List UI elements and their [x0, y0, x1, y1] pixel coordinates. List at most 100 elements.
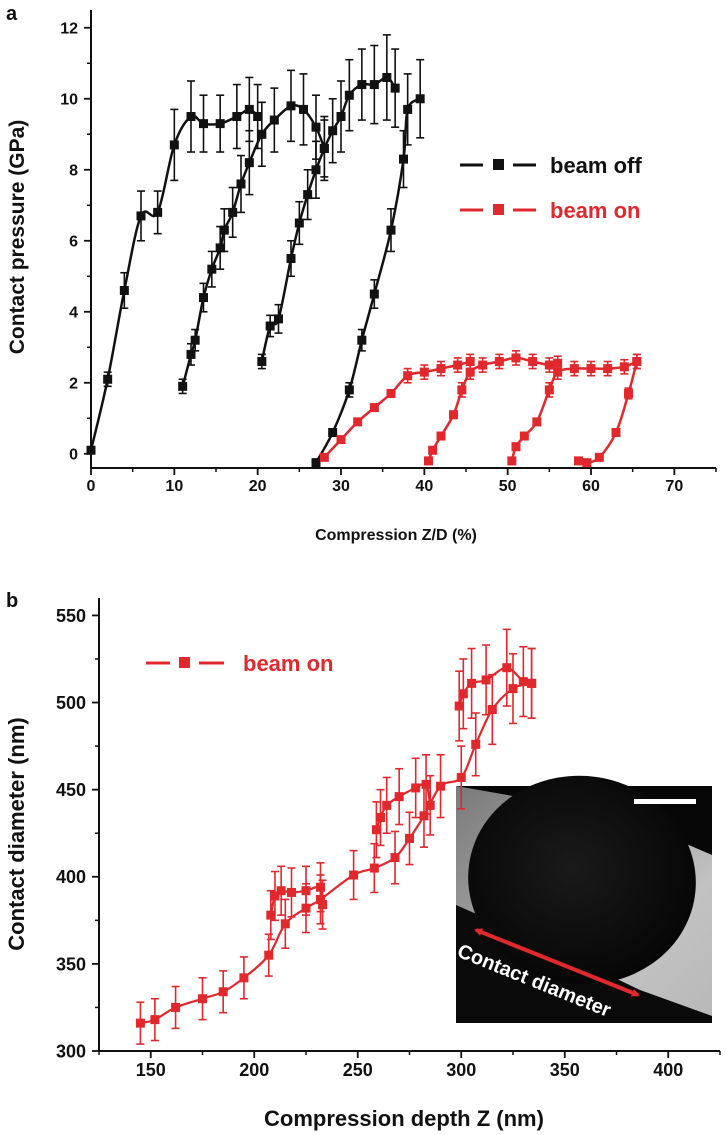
data-point: [169, 140, 179, 150]
data-point: [419, 367, 429, 377]
data-point: [244, 104, 254, 114]
data-point: [318, 900, 328, 910]
data-point: [299, 104, 308, 114]
data-point: [419, 811, 429, 821]
data-point: [574, 456, 583, 466]
data-point: [244, 158, 254, 168]
data-point: [303, 190, 313, 200]
data-point: [569, 364, 579, 374]
data-point: [415, 94, 425, 104]
data-point: [215, 119, 225, 129]
data-point: [136, 211, 146, 221]
data-point: [186, 112, 196, 122]
panel-b-ylabel: Contact diameter (nm): [4, 717, 29, 950]
data-point: [186, 349, 196, 359]
data-point: [458, 689, 468, 699]
panel-a: a 0 10 20 30 40 50 60 70 0 2 4 6 8 10 12 Compression Z…: [6, 3, 717, 544]
data-point: [257, 356, 267, 366]
data-point: [119, 285, 129, 295]
data-point: [611, 427, 621, 437]
data-point: [239, 973, 249, 983]
panel-a-ylabel: Contact pressure (GPa): [6, 120, 29, 355]
data-point: [301, 886, 311, 896]
x-tick-label: 200: [239, 1060, 269, 1080]
data-point: [465, 356, 475, 366]
data-point: [257, 129, 267, 139]
data-point: [353, 417, 363, 427]
data-point: [150, 1015, 160, 1025]
data-point: [528, 356, 538, 366]
legend-beam-on: beam on: [460, 198, 640, 223]
x-tick-label: 150: [136, 1060, 166, 1080]
x-tick-label: 60: [582, 478, 600, 495]
data-point: [328, 126, 338, 136]
legend-beam-off: beam off: [460, 153, 642, 178]
panel-b: b 150 200 250 300 350 400 300 350 400 450 500 550 C…: [4, 590, 721, 1131]
panel-b-xlabel: Compression depth Z (nm): [264, 1106, 544, 1131]
data-point: [357, 335, 367, 345]
data-point: [274, 314, 283, 324]
data-point: [403, 104, 413, 114]
data-point: [386, 225, 396, 235]
data-point: [518, 677, 528, 687]
y-tick-label: 10: [60, 92, 78, 109]
data-point: [344, 90, 354, 100]
data-point: [357, 80, 367, 90]
data-point: [403, 371, 413, 381]
data-point: [449, 410, 458, 420]
data-point: [424, 456, 433, 466]
x-tick-label: 30: [332, 478, 350, 495]
data-point: [481, 675, 491, 685]
series-beam-on-8: [574, 353, 642, 468]
data-point: [456, 772, 466, 782]
data-point: [218, 987, 228, 997]
series-beam-on-4: [454, 628, 537, 742]
data-point: [286, 101, 296, 111]
data-point: [553, 367, 563, 377]
data-point: [624, 388, 633, 398]
data-point: [457, 385, 467, 395]
data-point: [471, 739, 481, 749]
x-tick-label: 40: [415, 478, 433, 495]
data-point: [369, 863, 379, 873]
data-point: [266, 910, 276, 920]
panel-a-axes: 0 10 20 30 40 50 60 70 0 2 4 6 8 10 12: [60, 10, 717, 495]
legend-beam-off-label: beam off: [550, 153, 642, 178]
data-point: [487, 705, 497, 715]
panel-b-legend: beam on: [146, 651, 333, 676]
data-point: [519, 431, 529, 441]
data-point: [478, 360, 488, 370]
data-point: [103, 374, 113, 384]
data-point: [311, 165, 321, 175]
data-point: [390, 853, 400, 863]
data-point: [280, 919, 290, 929]
panel-a-legend: beam off beam on: [460, 153, 642, 223]
data-point: [428, 445, 438, 455]
data-point: [382, 800, 392, 810]
panel-a-series: [86, 34, 642, 468]
data-point: [544, 385, 554, 395]
data-point: [276, 886, 286, 896]
series-beam-off-3: [257, 34, 400, 370]
data-point: [527, 678, 537, 688]
data-point: [382, 72, 392, 82]
y-tick-label: 8: [69, 163, 78, 180]
data-point: [586, 364, 596, 374]
data-point: [436, 364, 446, 374]
data-point: [269, 115, 279, 125]
data-point: [199, 119, 208, 129]
scale-bar: [634, 799, 696, 804]
data-point: [286, 254, 296, 264]
data-point: [494, 356, 504, 366]
y-tick-label: 550: [56, 606, 86, 626]
data-point: [553, 358, 563, 368]
y-tick-label: 500: [56, 693, 86, 713]
data-point: [198, 994, 207, 1004]
data-point: [232, 112, 242, 122]
data-point: [287, 887, 297, 897]
data-point: [508, 684, 518, 694]
data-point: [171, 1002, 181, 1012]
data-point: [228, 207, 238, 217]
x-tick-label: 350: [550, 1060, 580, 1080]
panel-b-axes: 150 200 250 300 350 400 300 350 400 450 500 550: [56, 598, 721, 1080]
